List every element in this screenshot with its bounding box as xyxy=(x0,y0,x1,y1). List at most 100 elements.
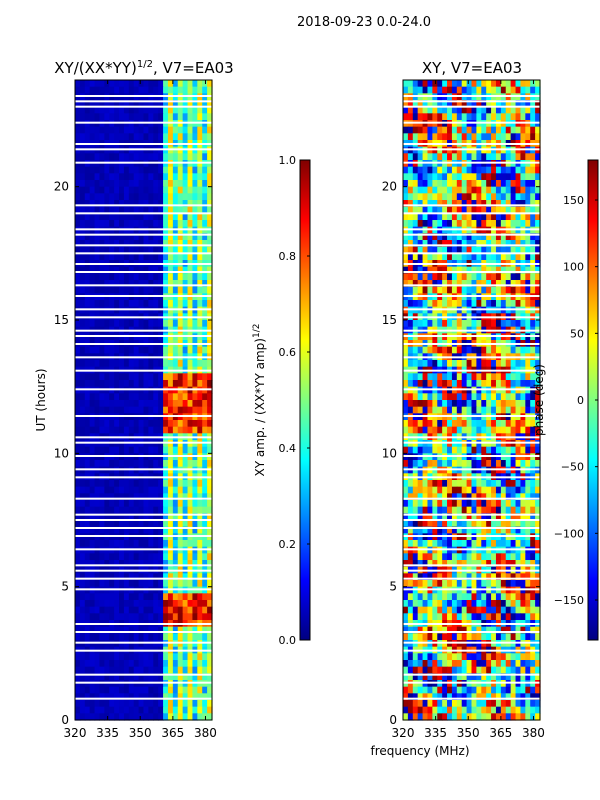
heatmap-cell xyxy=(197,380,203,388)
heatmap-cell xyxy=(89,240,96,248)
heatmap-cell xyxy=(520,560,526,568)
heatmap-cell xyxy=(109,220,115,228)
heatmap-cell xyxy=(456,600,463,608)
heatmap-cell xyxy=(158,446,164,454)
heatmap-cell xyxy=(515,506,522,514)
heatmap-cell xyxy=(447,200,453,208)
heatmap-cell xyxy=(177,486,184,494)
heatmap-cell xyxy=(486,526,492,534)
heatmap-cell xyxy=(437,400,443,408)
heatmap-cell xyxy=(75,133,81,141)
heatmap-cell xyxy=(407,320,414,328)
heatmap-cell xyxy=(163,346,169,354)
heatmap-cell xyxy=(427,360,433,368)
heatmap-cell xyxy=(172,126,179,134)
heatmap-cell xyxy=(89,126,96,134)
heatmap-cell xyxy=(432,426,438,434)
heatmap-cell xyxy=(109,486,115,494)
heatmap-cell xyxy=(109,540,115,548)
heatmap-cell xyxy=(197,613,203,621)
heatmap-cell xyxy=(187,346,194,354)
heatmap-cell xyxy=(403,240,409,248)
heatmap-cell xyxy=(75,706,81,714)
heatmap-cell xyxy=(412,100,419,108)
heatmap-cell xyxy=(138,186,145,194)
heatmap-cell xyxy=(128,426,135,434)
heatmap-cell xyxy=(114,606,120,614)
heatmap-cell xyxy=(456,200,463,208)
heatmap-cell xyxy=(119,460,125,468)
heatmap-cell xyxy=(510,193,517,201)
heatmap-cell xyxy=(412,600,419,608)
heatmap-cell xyxy=(177,493,184,501)
heatmap-cell xyxy=(422,493,429,501)
flagged-row xyxy=(75,228,212,231)
heatmap-cell xyxy=(172,240,179,248)
heatmap-cell xyxy=(123,206,130,214)
heatmap-cell xyxy=(197,686,203,694)
heatmap-cell xyxy=(471,406,477,414)
heatmap-cell xyxy=(94,633,101,641)
heatmap-cell xyxy=(466,280,473,288)
heatmap-cell xyxy=(123,486,130,494)
heatmap-cell xyxy=(451,266,458,274)
heatmap-cell xyxy=(89,213,96,221)
heatmap-cell xyxy=(447,100,453,108)
heatmap-cell xyxy=(153,266,159,274)
heatmap-cell xyxy=(187,693,194,701)
heatmap-cell xyxy=(167,173,174,181)
heatmap-cell xyxy=(515,460,522,468)
heatmap-cell xyxy=(192,393,198,401)
heatmap-cell xyxy=(148,220,154,228)
heatmap-cell xyxy=(158,513,164,521)
heatmap-cell xyxy=(466,193,473,201)
flagged-row xyxy=(75,468,212,471)
heatmap-cell xyxy=(486,113,492,121)
heatmap-cell xyxy=(412,200,419,208)
heatmap-cell xyxy=(481,300,487,308)
heatmap-cell xyxy=(407,606,414,614)
heatmap-cell xyxy=(407,233,414,241)
heatmap-cell xyxy=(192,200,198,208)
heatmap-cell xyxy=(202,593,208,601)
heatmap-cell xyxy=(495,113,502,121)
heatmap-cell xyxy=(202,506,208,514)
heatmap-cell xyxy=(427,526,433,534)
heatmap-cell xyxy=(192,693,198,701)
heatmap-cell xyxy=(437,100,443,108)
heatmap-cell xyxy=(417,486,424,494)
heatmap-cell xyxy=(99,526,105,534)
heatmap-cell xyxy=(207,393,213,401)
heatmap-cell xyxy=(79,406,86,414)
heatmap-cell xyxy=(123,153,130,161)
heatmap-cell xyxy=(530,233,536,241)
heatmap-cell xyxy=(471,126,477,134)
heatmap-cell xyxy=(109,460,115,468)
heatmap-cell xyxy=(99,573,105,581)
heatmap-cell xyxy=(427,126,433,134)
heatmap-cell xyxy=(476,373,482,381)
heatmap-cell xyxy=(84,653,91,661)
heatmap-cell xyxy=(202,346,208,354)
heatmap-cell xyxy=(94,240,101,248)
heatmap-cell xyxy=(447,253,453,261)
heatmap-cell xyxy=(495,460,502,468)
heatmap-cell xyxy=(143,626,149,634)
heatmap-cell xyxy=(466,360,473,368)
heatmap-cell xyxy=(486,206,492,214)
heatmap-cell xyxy=(197,373,203,381)
heatmap-cell xyxy=(123,266,130,274)
heatmap-cell xyxy=(451,153,458,161)
heatmap-cell xyxy=(510,526,517,534)
heatmap-cell xyxy=(79,493,86,501)
heatmap-cell xyxy=(99,480,105,488)
heatmap-cell xyxy=(500,406,507,414)
heatmap-cell xyxy=(89,606,96,614)
heatmap-cell xyxy=(476,133,482,141)
heatmap-cell xyxy=(148,633,154,641)
heatmap-cell xyxy=(481,186,487,194)
heatmap-cell xyxy=(187,500,194,508)
heatmap-cell xyxy=(148,213,154,221)
heatmap-cell xyxy=(486,400,492,408)
heatmap-cell xyxy=(491,580,497,588)
